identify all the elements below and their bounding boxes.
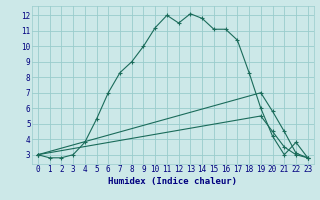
X-axis label: Humidex (Indice chaleur): Humidex (Indice chaleur) xyxy=(108,177,237,186)
